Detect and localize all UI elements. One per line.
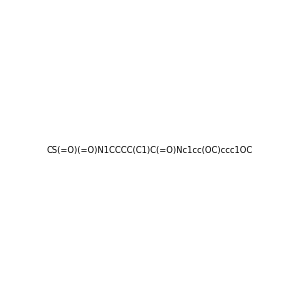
Text: CS(=O)(=O)N1CCCC(C1)C(=O)Nc1cc(OC)ccc1OC: CS(=O)(=O)N1CCCC(C1)C(=O)Nc1cc(OC)ccc1OC: [47, 146, 253, 154]
